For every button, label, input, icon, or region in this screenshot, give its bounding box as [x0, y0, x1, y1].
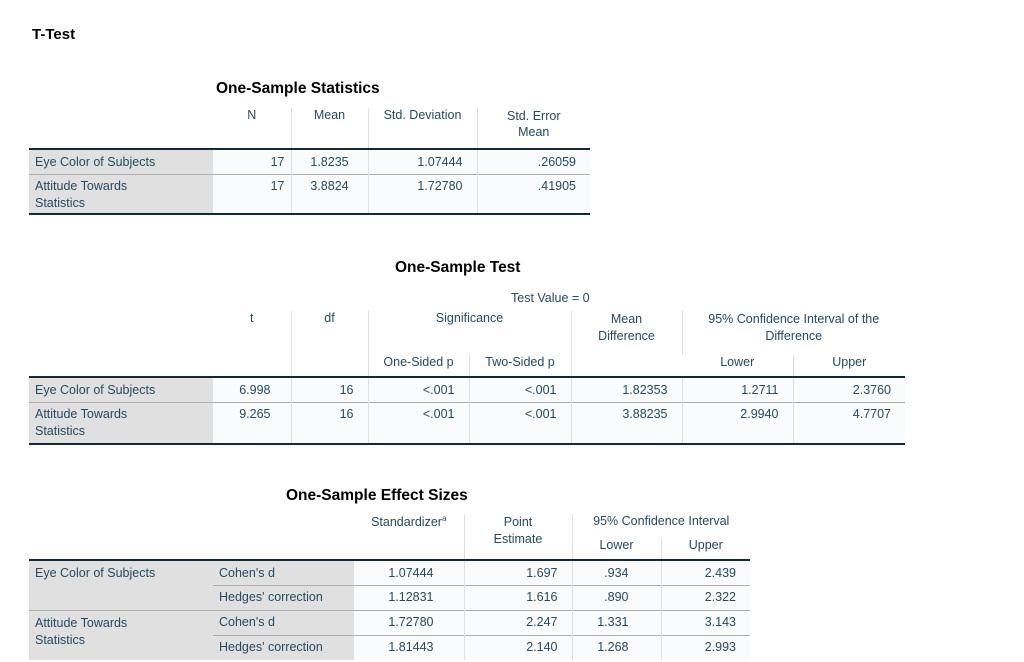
cell-lower: 1.331	[571, 609, 661, 635]
cell-n: 17	[213, 148, 291, 174]
row-label: Eye Color of Subjects	[29, 148, 213, 174]
cell-two-sided: <.001	[468, 401, 571, 445]
cell-lower: 2.9940	[681, 401, 793, 445]
cell-upper: 2.993	[660, 634, 750, 660]
header-blank-measure	[213, 514, 354, 560]
row-label: Eye Color of Subjects	[29, 376, 213, 402]
one-sample-effect-sizes-table: Standardizera Point Estimate 95% Confiden…	[29, 514, 750, 660]
table-row: Hedges' correction 1.12831 1.616 .890 2.…	[29, 584, 750, 610]
header-mean-difference: Mean Difference	[570, 311, 682, 377]
header-group-ci: 95% Confidence Interval	[571, 514, 750, 538]
table-row: Attitude Towards Statistics 9.265 16 <.00…	[29, 401, 905, 445]
cell-df: 16	[290, 376, 368, 402]
cell-point-estimate: 2.247	[463, 609, 572, 635]
one-sample-statistics-table: N Mean Std. Deviation Std. Error Mean Eye…	[29, 108, 590, 215]
header-df: df	[290, 311, 368, 377]
cell-point-estimate: 1.616	[463, 584, 572, 610]
header-blank	[29, 514, 213, 560]
cell-standardizer: 1.81443	[354, 634, 464, 660]
row-label: Attitude Towards Statistics	[29, 401, 213, 445]
header-upper: Upper	[792, 355, 905, 377]
header-standardizer: Standardizera	[371, 514, 447, 530]
header-group-significance: Significance	[367, 311, 571, 355]
cell-upper: 3.143	[660, 609, 750, 635]
header-two-sided-p: Two-Sided p	[468, 355, 571, 377]
cell-t: 9.265	[213, 401, 291, 445]
cell-point-estimate: 2.140	[463, 634, 572, 660]
cell-upper: 4.7707	[792, 401, 905, 445]
header-n: N	[247, 108, 257, 122]
header-std-error-mean: Std. Error Mean	[476, 108, 590, 149]
cell-upper: 2.322	[660, 584, 750, 610]
one-sample-test-table: t df Significance Mean Difference 95% Con…	[29, 311, 905, 445]
cell-one-sided: <.001	[367, 401, 469, 445]
test-value-label: Test Value = 0	[511, 291, 590, 305]
table-row: Attitude Towards Statistics 17 3.8824 1.7…	[29, 173, 590, 215]
cell-upper: 2.439	[660, 559, 750, 585]
header-std-deviation: Std. Deviation	[367, 108, 477, 149]
header-upper: Upper	[660, 538, 750, 560]
cell-sd: 1.72780	[367, 173, 477, 215]
cell-n: 17	[213, 173, 291, 215]
table-row: Hedges' correction 1.81443 2.140 1.268 2…	[29, 634, 750, 660]
cell-two-sided: <.001	[468, 376, 571, 402]
header-mean: Mean	[290, 108, 368, 149]
header-lower: Lower	[720, 355, 755, 369]
row-label: Attitude Towards Statistics	[29, 173, 213, 215]
cell-lower: .890	[571, 584, 661, 610]
table-row: Eye Color of Subjects 17 1.8235 1.07444 …	[29, 148, 590, 174]
cell-se: .41905	[476, 173, 590, 215]
header-t: t	[250, 311, 254, 325]
table-row: Eye Color of Subjects 6.998 16 <.001 <.0…	[29, 376, 905, 402]
header-lower: Lower	[571, 538, 661, 560]
cell-standardizer: 1.72780	[354, 609, 464, 635]
table-row: Eye Color of Subjects Cohen's d 1.07444 …	[29, 559, 750, 610]
row-measure: Cohen's d	[213, 609, 354, 635]
cell-lower: .934	[571, 559, 661, 585]
row-measure: Hedges' correction	[213, 634, 354, 660]
cell-mean: 3.8824	[290, 173, 368, 215]
cell-standardizer: 1.07444	[354, 559, 464, 585]
cell-mean-diff: 1.82353	[570, 376, 682, 402]
cell-lower: 1.268	[571, 634, 661, 660]
cell-standardizer: 1.12831	[354, 584, 464, 610]
cell-upper: 2.3760	[792, 376, 905, 402]
cell-lower: 1.2711	[681, 376, 793, 402]
effect-table-title: One-Sample Effect Sizes	[286, 487, 468, 504]
header-one-sided-p: One-Sided p	[367, 355, 469, 377]
test-table-title: One-Sample Test	[395, 259, 521, 276]
cell-mean: 1.8235	[290, 148, 368, 174]
row-measure: Hedges' correction	[213, 584, 354, 610]
cell-t: 6.998	[213, 376, 291, 402]
header-blank	[29, 108, 213, 149]
header-blank	[29, 311, 213, 377]
page-heading: T-Test	[32, 26, 76, 43]
header-point-estimate: Point Estimate	[463, 514, 572, 560]
cell-df: 16	[290, 401, 368, 445]
row-variable: Attitude Towards Statistics	[29, 609, 213, 660]
cell-point-estimate: 1.697	[463, 559, 572, 585]
table-row: Attitude Towards Statistics Cohen's d 1.7…	[29, 609, 750, 660]
cell-se: .26059	[476, 148, 590, 174]
row-variable: Eye Color of Subjects	[29, 559, 213, 610]
row-measure: Cohen's d	[213, 559, 354, 585]
cell-one-sided: <.001	[367, 376, 469, 402]
stats-table-title: One-Sample Statistics	[216, 80, 380, 97]
cell-mean-diff: 3.88235	[570, 401, 682, 445]
header-group-ci: 95% Confidence Interval of the Difference	[681, 311, 905, 355]
cell-sd: 1.07444	[367, 148, 477, 174]
